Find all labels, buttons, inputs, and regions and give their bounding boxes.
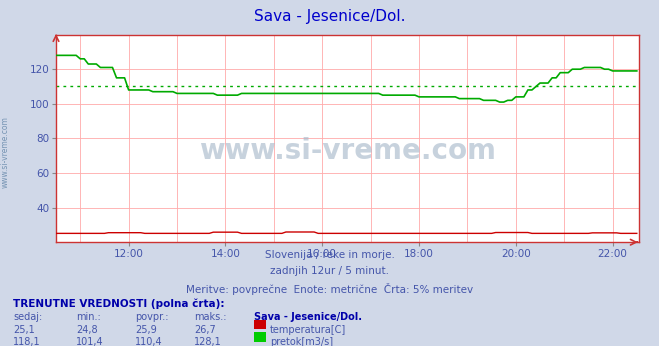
Text: 25,9: 25,9 xyxy=(135,325,157,335)
Text: TRENUTNE VREDNOSTI (polna črta):: TRENUTNE VREDNOSTI (polna črta): xyxy=(13,298,225,309)
Text: 26,7: 26,7 xyxy=(194,325,216,335)
Text: www.si-vreme.com: www.si-vreme.com xyxy=(199,137,496,165)
Text: 118,1: 118,1 xyxy=(13,337,41,346)
Text: zadnjih 12ur / 5 minut.: zadnjih 12ur / 5 minut. xyxy=(270,266,389,276)
Text: Meritve: povprečne  Enote: metrične  Črta: 5% meritev: Meritve: povprečne Enote: metrične Črta:… xyxy=(186,283,473,295)
Text: 101,4: 101,4 xyxy=(76,337,103,346)
Text: maks.:: maks.: xyxy=(194,312,227,322)
Text: Slovenija / reke in morje.: Slovenija / reke in morje. xyxy=(264,250,395,260)
Text: 110,4: 110,4 xyxy=(135,337,163,346)
Text: pretok[m3/s]: pretok[m3/s] xyxy=(270,337,333,346)
Text: 128,1: 128,1 xyxy=(194,337,222,346)
Text: Sava - Jesenice/Dol.: Sava - Jesenice/Dol. xyxy=(254,9,405,24)
Text: 24,8: 24,8 xyxy=(76,325,98,335)
Text: Sava - Jesenice/Dol.: Sava - Jesenice/Dol. xyxy=(254,312,362,322)
Text: povpr.:: povpr.: xyxy=(135,312,169,322)
Text: min.:: min.: xyxy=(76,312,101,322)
Text: www.si-vreme.com: www.si-vreme.com xyxy=(1,116,10,188)
Text: sedaj:: sedaj: xyxy=(13,312,42,322)
Text: 25,1: 25,1 xyxy=(13,325,35,335)
Text: temperatura[C]: temperatura[C] xyxy=(270,325,347,335)
